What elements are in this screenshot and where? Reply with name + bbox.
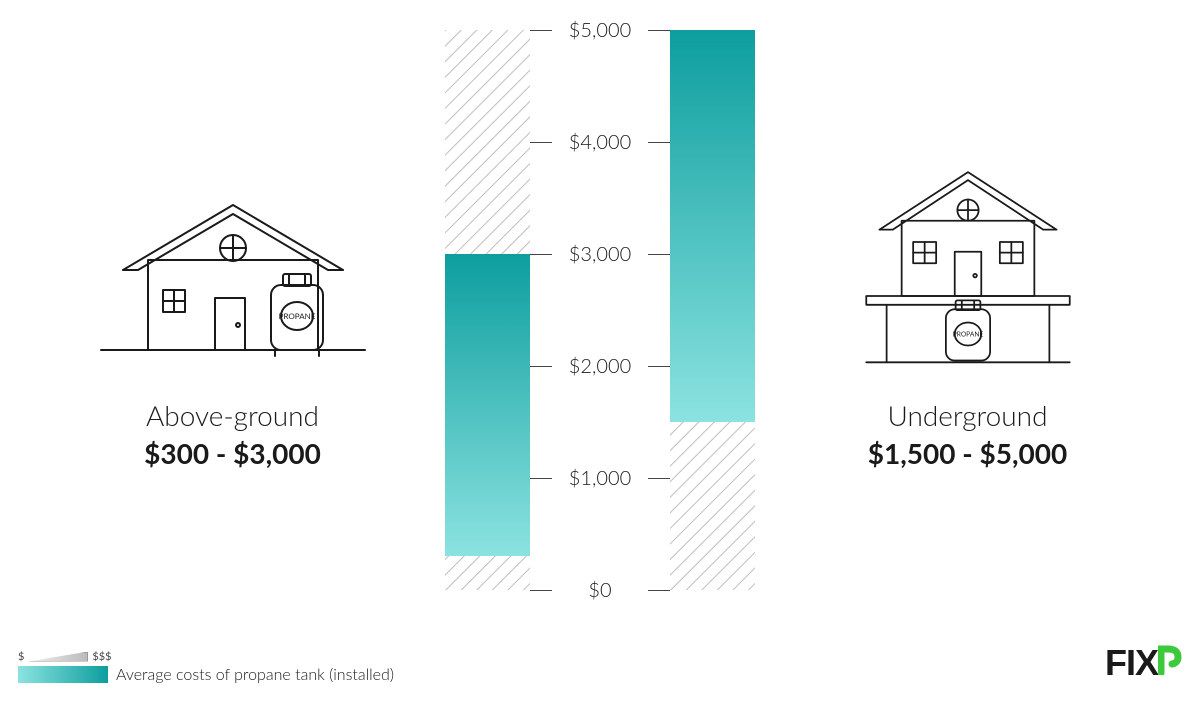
tick-line-icon [648,590,670,591]
y-axis: $5,000$4,000$3,000$2,000$1,000$0 [530,30,670,590]
legend: $ $$$ Average costs of propane tank (ins… [18,650,394,684]
logo-text: FIX [1105,642,1158,684]
fixr-logo: FIX [1105,642,1182,684]
tick-label: $4,000 [552,130,648,154]
axis-tick: $4,000 [530,130,670,154]
underground-house-icon: PROPANE [828,150,1108,380]
legend-caption: Average costs of propane tank (installed… [116,665,394,684]
legend-high: $$$ [92,650,111,663]
above-ground-house-icon: PROPANE [93,150,373,380]
tick-line-icon [530,30,552,31]
tick-line-icon [530,142,552,143]
underground-panel: PROPANE Underground $1,500 - $5,000 [775,150,1160,470]
tick-label: $5,000 [552,18,648,42]
tick-line-icon [530,590,552,591]
bar-underground-range [670,30,755,422]
tick-line-icon [648,478,670,479]
axis-tick: $0 [530,578,670,602]
above-ground-panel: PROPANE Above-ground $300 - $3,000 [40,150,425,470]
tick-label: $1,000 [552,466,648,490]
tick-label: $0 [552,578,648,602]
tick-line-icon [530,254,552,255]
bar-underground [670,30,755,590]
footer: $ $$$ Average costs of propane tank (ins… [18,642,1182,684]
axis-tick: $3,000 [530,242,670,266]
above-ground-label: Above-ground $300 - $3,000 [144,398,321,470]
legend-low: $ [18,650,24,663]
underground-label: Underground $1,500 - $5,000 [868,398,1068,470]
bar-above-ground-range [445,254,530,556]
underground-price: $1,500 - $5,000 [868,436,1068,470]
bar-above-ground [445,30,530,590]
tick-label: $2,000 [552,354,648,378]
axis-tick: $5,000 [530,18,670,42]
tick-line-icon [648,30,670,31]
main-content: PROPANE Above-ground $300 - $3,000 $5,00 [0,0,1200,620]
legend-triangle-icon [28,652,88,662]
tick-line-icon [648,254,670,255]
legend-scale: $ $$$ [18,650,394,663]
tick-line-icon [530,478,552,479]
tick-line-icon [648,142,670,143]
legend-caption-row: Average costs of propane tank (installed… [18,665,394,684]
tick-line-icon [648,366,670,367]
axis-tick: $2,000 [530,354,670,378]
tick-line-icon [530,366,552,367]
underground-title: Underground [868,398,1068,432]
axis-tick: $1,000 [530,466,670,490]
above-ground-title: Above-ground [144,398,321,432]
svg-text:PROPANE: PROPANE [952,331,983,339]
logo-accent [1158,642,1182,684]
above-ground-price: $300 - $3,000 [144,436,321,470]
svg-text:PROPANE: PROPANE [278,311,315,321]
range-chart: $5,000$4,000$3,000$2,000$1,000$0 [445,30,755,590]
legend-gradient-icon [18,666,108,683]
tick-label: $3,000 [552,242,648,266]
